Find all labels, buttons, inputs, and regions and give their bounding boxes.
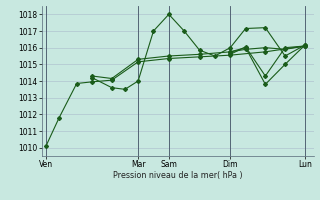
X-axis label: Pression niveau de la mer( hPa ): Pression niveau de la mer( hPa ) xyxy=(113,171,243,180)
